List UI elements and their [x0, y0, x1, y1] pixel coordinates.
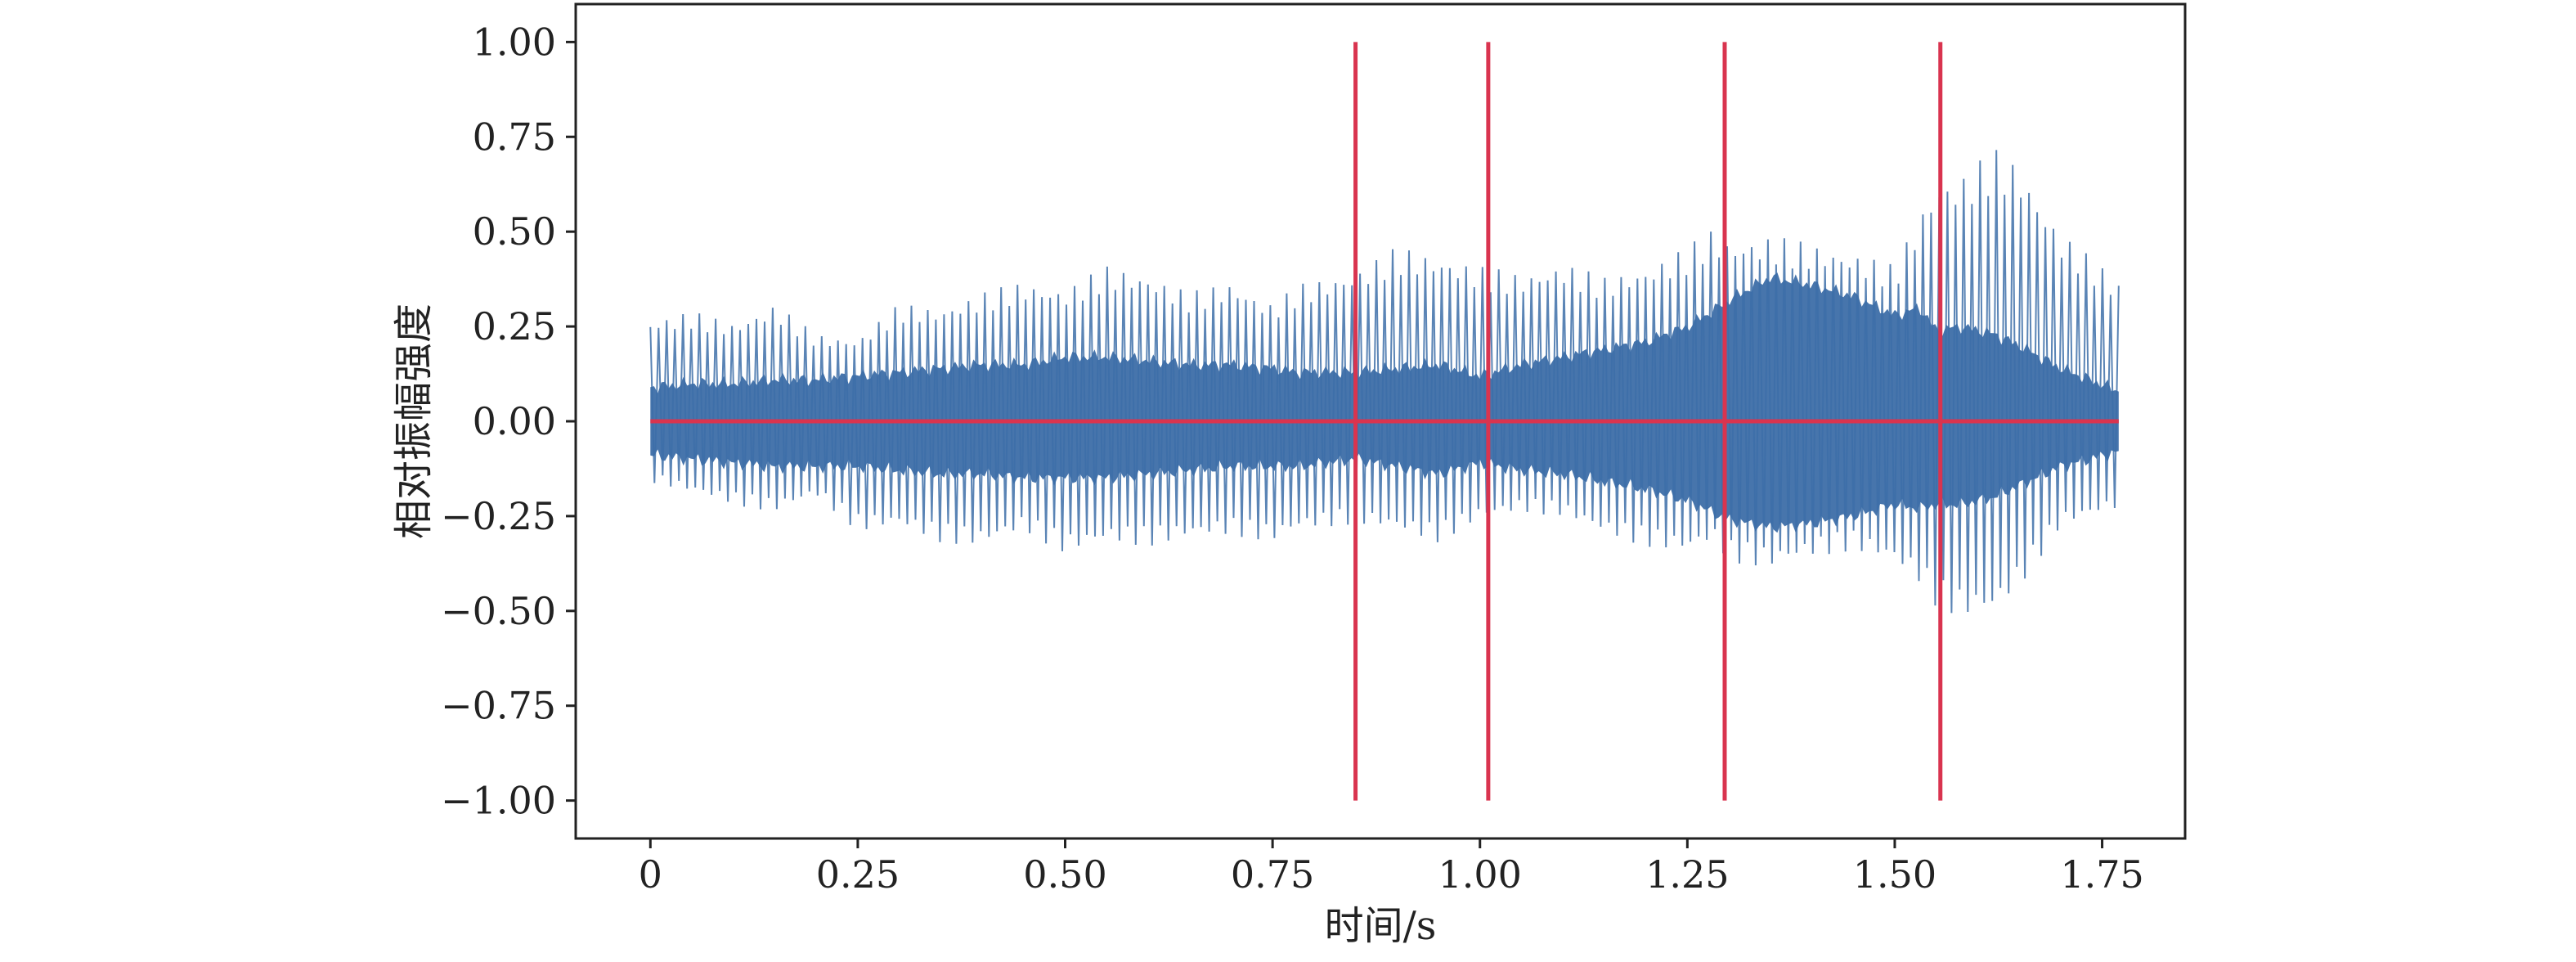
y-tick-label: −1.00 [441, 779, 556, 823]
y-tick-label: 1.00 [473, 20, 556, 64]
y-tick-label: −0.25 [441, 494, 556, 538]
x-ticks: 0 0.25 0.50 0.75 1.00 1.25 1.50 1.75 [639, 838, 2144, 897]
waveform-layer [649, 150, 2120, 614]
x-tick-label: 1.50 [1853, 852, 1936, 897]
x-tick-label: 0.25 [816, 852, 900, 897]
y-tick-label: 0.00 [473, 399, 556, 443]
x-tick-label: 0 [639, 852, 662, 897]
y-tick-label: −0.50 [441, 589, 556, 633]
reference-lines [650, 42, 2119, 801]
x-tick-label: 1.25 [1645, 852, 1729, 897]
y-tick-label: 0.75 [473, 115, 556, 159]
x-tick-label: 0.50 [1023, 852, 1106, 897]
waveform-dense-band-0 [650, 272, 2119, 533]
x-tick-label: 0.75 [1231, 852, 1314, 897]
y-ticks: 1.00 0.75 0.50 0.25 0.00 −0.25 −0.50 −0.75 −1.00 [441, 20, 576, 823]
x-axis-title: 时间/s [1325, 903, 1437, 949]
y-axis-title: 相对振幅强度 [391, 303, 437, 539]
y-tick-label: 0.50 [473, 209, 556, 254]
y-tick-label: 0.25 [473, 304, 556, 348]
x-tick-label: 1.00 [1438, 852, 1522, 897]
y-tick-label: −0.75 [441, 684, 556, 728]
waveform-trace-0 [649, 150, 2120, 614]
x-tick-label: 1.75 [2060, 852, 2143, 897]
